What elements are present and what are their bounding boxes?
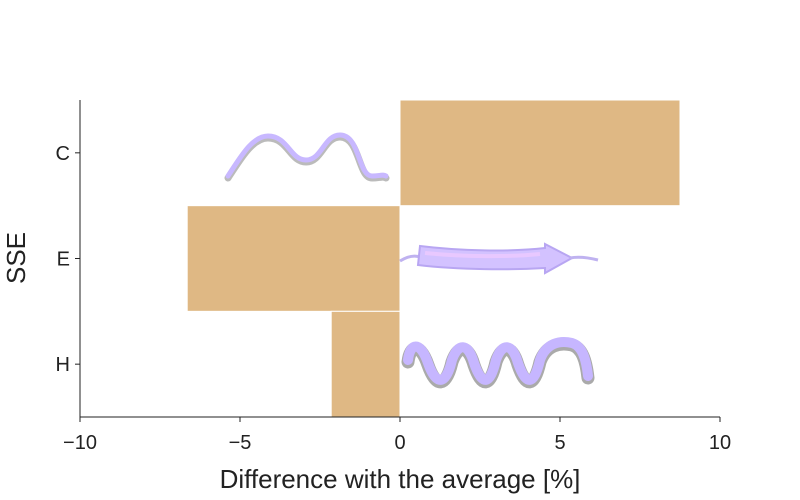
bar-E — [186, 205, 401, 312]
y-tick-label: H — [56, 354, 70, 376]
y-ticks: C E H — [56, 143, 80, 376]
x-tick-label: 0 — [394, 432, 405, 454]
x-ticks: −10 −5 0 5 10 — [63, 417, 731, 454]
y-tick-label: C — [56, 143, 70, 165]
alpha-helix-icon — [401, 337, 595, 389]
bar-H — [330, 310, 401, 418]
coil-icon — [224, 132, 390, 182]
x-axis-label: Difference with the average [%] — [220, 464, 581, 494]
y-tick-label: E — [57, 249, 70, 271]
bar-C — [399, 99, 681, 207]
bars-group — [186, 99, 681, 418]
x-tick-label: 5 — [554, 432, 565, 454]
beta-strand-arrow-icon — [399, 242, 599, 275]
y-axis-label: SSE — [1, 232, 31, 284]
x-tick-label: −10 — [63, 432, 97, 454]
x-tick-label: 10 — [709, 432, 731, 454]
x-tick-label: −5 — [229, 432, 252, 454]
